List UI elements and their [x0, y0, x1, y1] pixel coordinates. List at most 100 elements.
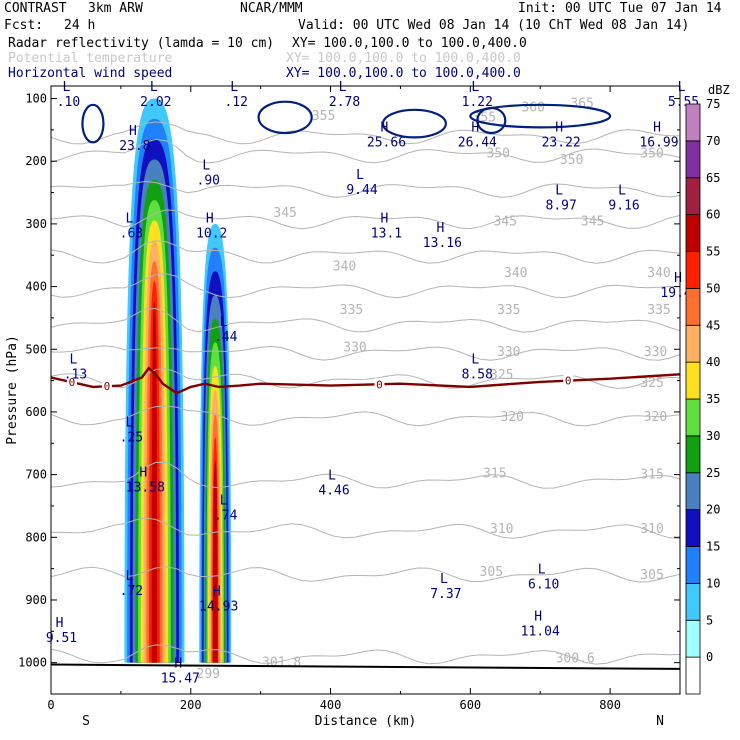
theta-isentrope-350: [51, 209, 680, 230]
theta-label: 330: [644, 345, 667, 360]
theta-label: 315: [640, 468, 663, 483]
valid-time: Valid: 00 UTC Wed 08 Jan 14 (10 ChT Wed …: [298, 18, 690, 33]
wind-extremum-type: L: [70, 353, 78, 368]
y-tick-label: 200: [25, 154, 47, 168]
wind-extremum-type: L: [678, 80, 686, 95]
colorbar-label: 15: [706, 540, 720, 554]
wind-extremum-type: L: [471, 353, 479, 368]
theta-label: 299: [197, 667, 220, 682]
wind-extremum-type: H: [653, 121, 661, 136]
wind-extremum-type: H: [471, 121, 479, 136]
wind-extremum-value: 1.22: [462, 95, 493, 110]
colorbar-swatch: [685, 546, 701, 584]
theta-isentrope-335: [51, 307, 680, 333]
axes-layer: 100 200 300 400 500 600 700 800 900 1000 0 200 400 60…: [5, 85, 681, 729]
colorbar-swatch: [685, 509, 701, 547]
wind-extremum-value: .25: [120, 430, 143, 445]
model-label: 3km ARW: [88, 1, 143, 16]
wind-extremum-value: .44: [214, 330, 238, 345]
freezing-level-layer: 0 0 0 0: [51, 366, 680, 395]
colorbar-swatch: [685, 619, 701, 658]
y-axis-title: Pressure (hPa): [5, 335, 20, 445]
freezing-level-label: 0: [565, 375, 572, 388]
wind-extremum-value: 23.22: [542, 136, 581, 151]
wind-extremum-value: 26.44: [458, 136, 497, 151]
theta-label: 315: [483, 466, 506, 481]
y-tick-label: 700: [25, 468, 47, 482]
theta-label: 320: [501, 410, 524, 425]
wind-speed-contour: [257, 100, 313, 135]
colorbar-swatch: [685, 435, 701, 474]
wind-extremum-type: L: [125, 415, 133, 430]
x-tick-label: 0: [47, 698, 54, 712]
theta-isentrope-310: [51, 517, 680, 539]
wind-extremum-value: 13.1: [371, 227, 402, 242]
y-tick-label: 300: [25, 217, 47, 231]
fcst-label: Fcst:: [4, 18, 44, 33]
y-tick-label: 400: [25, 280, 47, 294]
colorbar-label: 65: [706, 171, 720, 185]
colorbar-label: 0: [706, 650, 713, 664]
field-name-wind: Horizontal wind speed: [8, 66, 173, 81]
theta-isentrope-325: [51, 368, 680, 389]
colorbar-swatch: [685, 472, 701, 511]
colorbar-label: 70: [706, 134, 720, 148]
wind-extremum-type: L: [356, 168, 364, 183]
colorbar-label: 55: [706, 245, 720, 259]
theta-isentrope-315: [51, 461, 680, 489]
y-tick-label: 1000: [18, 656, 47, 670]
theta-label: 310: [640, 522, 663, 537]
wind-extremum-type: L: [555, 183, 563, 198]
y-tick-label: 500: [25, 342, 47, 356]
wind-extremum-type: H: [555, 121, 563, 136]
wind-extremum-type: H: [56, 616, 64, 631]
wind-extremum-value: 9.44: [346, 183, 377, 198]
wind-extremum-type: H: [381, 121, 389, 136]
terrain-line: [50, 663, 681, 670]
wind-extremum-type: L: [202, 158, 210, 173]
theta-isentrope-355: [51, 180, 680, 198]
wind-extremum-value: .10: [57, 95, 80, 110]
wind-extremum-value: .72: [120, 584, 143, 599]
colorbar-swatch: [685, 287, 701, 326]
colorbar-swatch: [685, 656, 701, 695]
wind-extremum-type: L: [618, 183, 626, 198]
wind-extremum-type: L: [440, 572, 448, 587]
theta-isentrope-360: [51, 138, 680, 164]
y-tick-label: 100: [25, 92, 47, 106]
north-end-label: N: [656, 714, 664, 729]
wind-extremum-value: .63: [120, 227, 143, 242]
wind-extremum-type: L: [125, 212, 133, 227]
theta-label: 305: [640, 568, 663, 583]
theta-label: 355: [312, 109, 335, 124]
colorbar-label: 35: [706, 392, 720, 406]
wind-extremum-type: H: [381, 212, 389, 227]
wind-extremum-value: 9.16: [608, 198, 639, 213]
wind-extremum-value: 23.8: [119, 139, 150, 154]
project-label: CONTRAST: [4, 1, 67, 16]
reflectivity-layer: [124, 98, 232, 663]
theta-isentrope-340: [51, 273, 680, 299]
colorbar-swatch: [685, 398, 701, 437]
x-tick-label: 200: [180, 698, 202, 712]
x-tick-label: 400: [320, 698, 342, 712]
y-tick-label: 600: [25, 405, 47, 419]
freezing-level-line: [51, 366, 680, 395]
field-xy-wind: XY= 100.0,100.0 to 100.0,400.0: [286, 66, 521, 81]
colorbar-label: 45: [706, 318, 720, 332]
wind-extremum-type: L: [150, 80, 158, 95]
reflectivity-band-main-55dbz: [151, 301, 158, 663]
wind-extrema-layer: L.10L2.02L.12L2.78L1.22L5.55H23.8H25.66H…: [46, 80, 700, 687]
y-tick-label: 900: [25, 593, 47, 607]
wind-extremum-value: 2.78: [329, 95, 360, 110]
org-label: NCAR/MMM: [240, 1, 303, 16]
wind-extremum-value: 8.58: [462, 368, 493, 383]
freezing-label-bg: [66, 376, 77, 389]
wind-extremum-type: L: [220, 494, 228, 509]
theta-label: 330: [497, 345, 520, 360]
wind-extremum-value: 13.16: [423, 236, 462, 251]
wind-extremum-value: 10.2: [196, 227, 227, 242]
